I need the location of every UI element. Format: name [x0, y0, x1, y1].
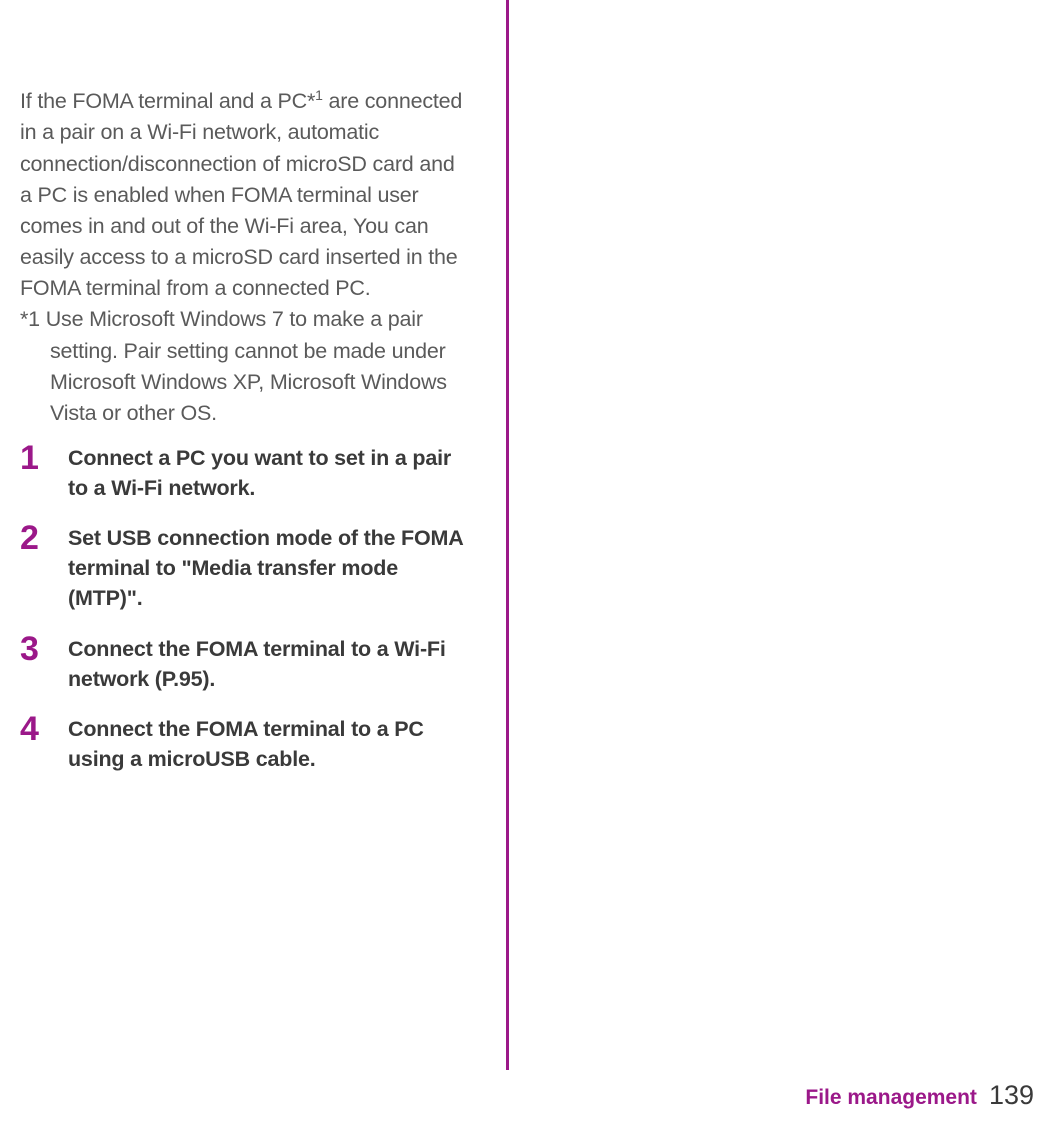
left-column: If the FOMA terminal and a PC*1 are conn…	[0, 0, 506, 1070]
page-number: 139	[989, 1080, 1034, 1111]
page-container: If the FOMA terminal and a PC*1 are conn…	[0, 0, 1062, 1070]
intro-sup: 1	[315, 87, 323, 103]
step-text: Set USB connection mode of the FOMA term…	[68, 523, 471, 613]
step-text: Connect the FOMA terminal to a Wi-Fi net…	[68, 634, 471, 694]
step-number: 3	[20, 632, 68, 666]
step-item: 3 Connect the FOMA terminal to a Wi-Fi n…	[20, 634, 471, 694]
step-text: Connect a PC you want to set in a pair t…	[68, 443, 471, 503]
footnote: *1 Use Microsoft Windows 7 to make a pai…	[20, 304, 471, 429]
page-footer: File management 139	[805, 1080, 1034, 1111]
intro-pre: If the FOMA terminal and a PC*	[20, 89, 315, 113]
step-number: 4	[20, 712, 68, 746]
step-text: Connect the FOMA terminal to a PC using …	[68, 714, 471, 774]
step-number: 2	[20, 521, 68, 555]
step-item: 1 Connect a PC you want to set in a pair…	[20, 443, 471, 503]
intro-paragraph: If the FOMA terminal and a PC*1 are conn…	[20, 85, 471, 304]
intro-post: are connected in a pair on a Wi-Fi netwo…	[20, 89, 462, 300]
step-item: 2 Set USB connection mode of the FOMA te…	[20, 523, 471, 613]
step-number: 1	[20, 441, 68, 475]
right-column	[509, 0, 1062, 1070]
footnote-text: *1 Use Microsoft Windows 7 to make a pai…	[20, 304, 471, 429]
steps-list: 1 Connect a PC you want to set in a pair…	[20, 443, 471, 774]
step-item: 4 Connect the FOMA terminal to a PC usin…	[20, 714, 471, 774]
section-name: File management	[805, 1086, 977, 1110]
